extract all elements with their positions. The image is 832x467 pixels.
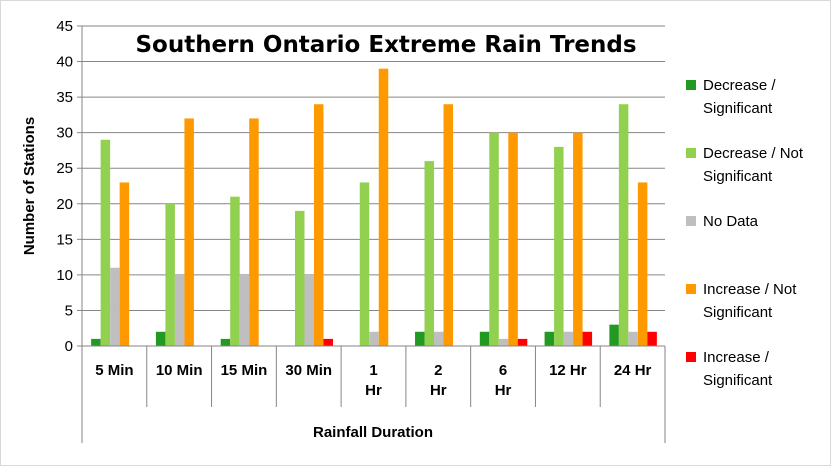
bar-4 bbox=[517, 338, 528, 346]
legend-label-line: Decrease / Not bbox=[703, 145, 804, 162]
x-tick-label-line: 12 Hr bbox=[549, 362, 587, 379]
bar-1 bbox=[230, 196, 240, 346]
bar-0 bbox=[91, 338, 101, 346]
legend-label-line: Decrease / bbox=[703, 77, 776, 94]
bar-1 bbox=[359, 182, 370, 346]
legend-swatch bbox=[686, 148, 696, 158]
y-tick-label: 30 bbox=[56, 125, 73, 142]
x-tick-label: 2 Hr bbox=[430, 362, 447, 399]
bar-2 bbox=[434, 331, 444, 346]
legend-label-line: Significant bbox=[703, 100, 773, 117]
bar-2 bbox=[498, 338, 509, 346]
bar-0 bbox=[544, 331, 555, 346]
x-tick-label-line: 2 bbox=[434, 362, 442, 379]
legend-swatch bbox=[686, 216, 696, 226]
x-axis-label: Rainfall Duration bbox=[313, 424, 433, 441]
bar-4 bbox=[647, 331, 657, 346]
y-tick-label: 5 bbox=[65, 302, 73, 319]
bar-1 bbox=[554, 146, 564, 346]
x-tick-label-line: 6 bbox=[499, 362, 507, 379]
x-tick-label-line: 5 Min bbox=[95, 362, 133, 379]
x-tick-label: 12 Hr bbox=[549, 362, 587, 379]
x-tick-label: 5 Min bbox=[95, 362, 133, 379]
y-tick-label: 45 bbox=[56, 18, 73, 35]
x-tick-label: 30 Min bbox=[285, 362, 332, 379]
x-tick-label-line: 15 Min bbox=[221, 362, 268, 379]
legend-swatch bbox=[686, 80, 696, 90]
y-tick-label: 40 bbox=[56, 54, 73, 71]
x-tick-label-line: 24 Hr bbox=[614, 362, 652, 379]
legend-label: Decrease / Significant bbox=[703, 77, 776, 117]
legend-label: Increase / Significant bbox=[703, 349, 773, 389]
x-tick-label: 10 Min bbox=[156, 362, 203, 379]
bar-1 bbox=[618, 104, 629, 346]
x-tick-label: 24 Hr bbox=[614, 362, 652, 379]
legend-label: Increase / Not Significant bbox=[703, 281, 797, 321]
bar-2 bbox=[110, 267, 120, 346]
bar-1 bbox=[489, 132, 499, 346]
bar-0 bbox=[609, 324, 619, 346]
y-tick-label: 10 bbox=[56, 267, 73, 284]
legend-label-line: Significant bbox=[703, 168, 773, 185]
y-axis-label: Number of Stations bbox=[21, 117, 38, 255]
x-tick-label: 6 Hr bbox=[495, 362, 512, 399]
bar-2 bbox=[369, 331, 379, 346]
legend-swatch bbox=[686, 284, 696, 294]
bar-2 bbox=[239, 274, 250, 346]
x-tick-label-line: 30 Min bbox=[285, 362, 332, 379]
legend-label-line: Significant bbox=[703, 304, 773, 321]
bar-1 bbox=[294, 210, 305, 346]
bar-0 bbox=[415, 331, 425, 346]
legend-label-line: No Data bbox=[703, 213, 759, 230]
bar-1 bbox=[100, 139, 111, 346]
chart-title: Southern Ontario Extreme Rain Trends bbox=[135, 32, 636, 58]
legend-label-line: Significant bbox=[703, 372, 773, 389]
bar-1 bbox=[165, 203, 175, 346]
y-tick-label: 0 bbox=[65, 338, 73, 355]
legend-label-line: Increase / bbox=[703, 349, 770, 366]
legend-label: No Data bbox=[703, 213, 759, 230]
bar-3 bbox=[184, 118, 194, 346]
x-tick-label-line: 1 bbox=[369, 362, 377, 379]
bar-2 bbox=[304, 274, 314, 346]
bar-4 bbox=[323, 338, 333, 346]
bar-3 bbox=[573, 132, 583, 346]
y-tick-label: 15 bbox=[56, 231, 73, 248]
bar-0 bbox=[220, 338, 231, 346]
bar-3 bbox=[443, 104, 454, 346]
x-tick-label: 1 Hr bbox=[365, 362, 382, 399]
x-tick-label-line: Hr bbox=[365, 382, 382, 399]
y-tick-label: 25 bbox=[56, 160, 73, 177]
bar-3 bbox=[119, 182, 130, 346]
bar-2 bbox=[563, 331, 574, 346]
legend-label: Decrease / Not Significant bbox=[703, 145, 804, 185]
bar-2 bbox=[174, 274, 185, 346]
y-tick-label: 20 bbox=[56, 196, 73, 213]
bar-2 bbox=[628, 331, 638, 346]
legend-swatch bbox=[686, 352, 696, 362]
bar-0 bbox=[155, 331, 166, 346]
bar-3 bbox=[249, 118, 259, 346]
x-tick-label-line: Hr bbox=[495, 382, 512, 399]
bar-1 bbox=[424, 161, 435, 346]
x-tick-label-line: Hr bbox=[430, 382, 447, 399]
legend: Decrease / Significant Decrease / Not Signi… bbox=[686, 77, 804, 389]
bar-3 bbox=[378, 68, 389, 347]
x-tick-label-line: 10 Min bbox=[156, 362, 203, 379]
bar-3 bbox=[313, 104, 324, 346]
y-tick-label: 35 bbox=[56, 89, 73, 106]
x-tick-label: 15 Min bbox=[221, 362, 268, 379]
bar-3 bbox=[508, 132, 518, 346]
legend-label-line: Increase / Not bbox=[703, 281, 797, 298]
bar-3 bbox=[637, 182, 648, 346]
bar-0 bbox=[479, 331, 490, 346]
bar-4 bbox=[582, 331, 593, 346]
